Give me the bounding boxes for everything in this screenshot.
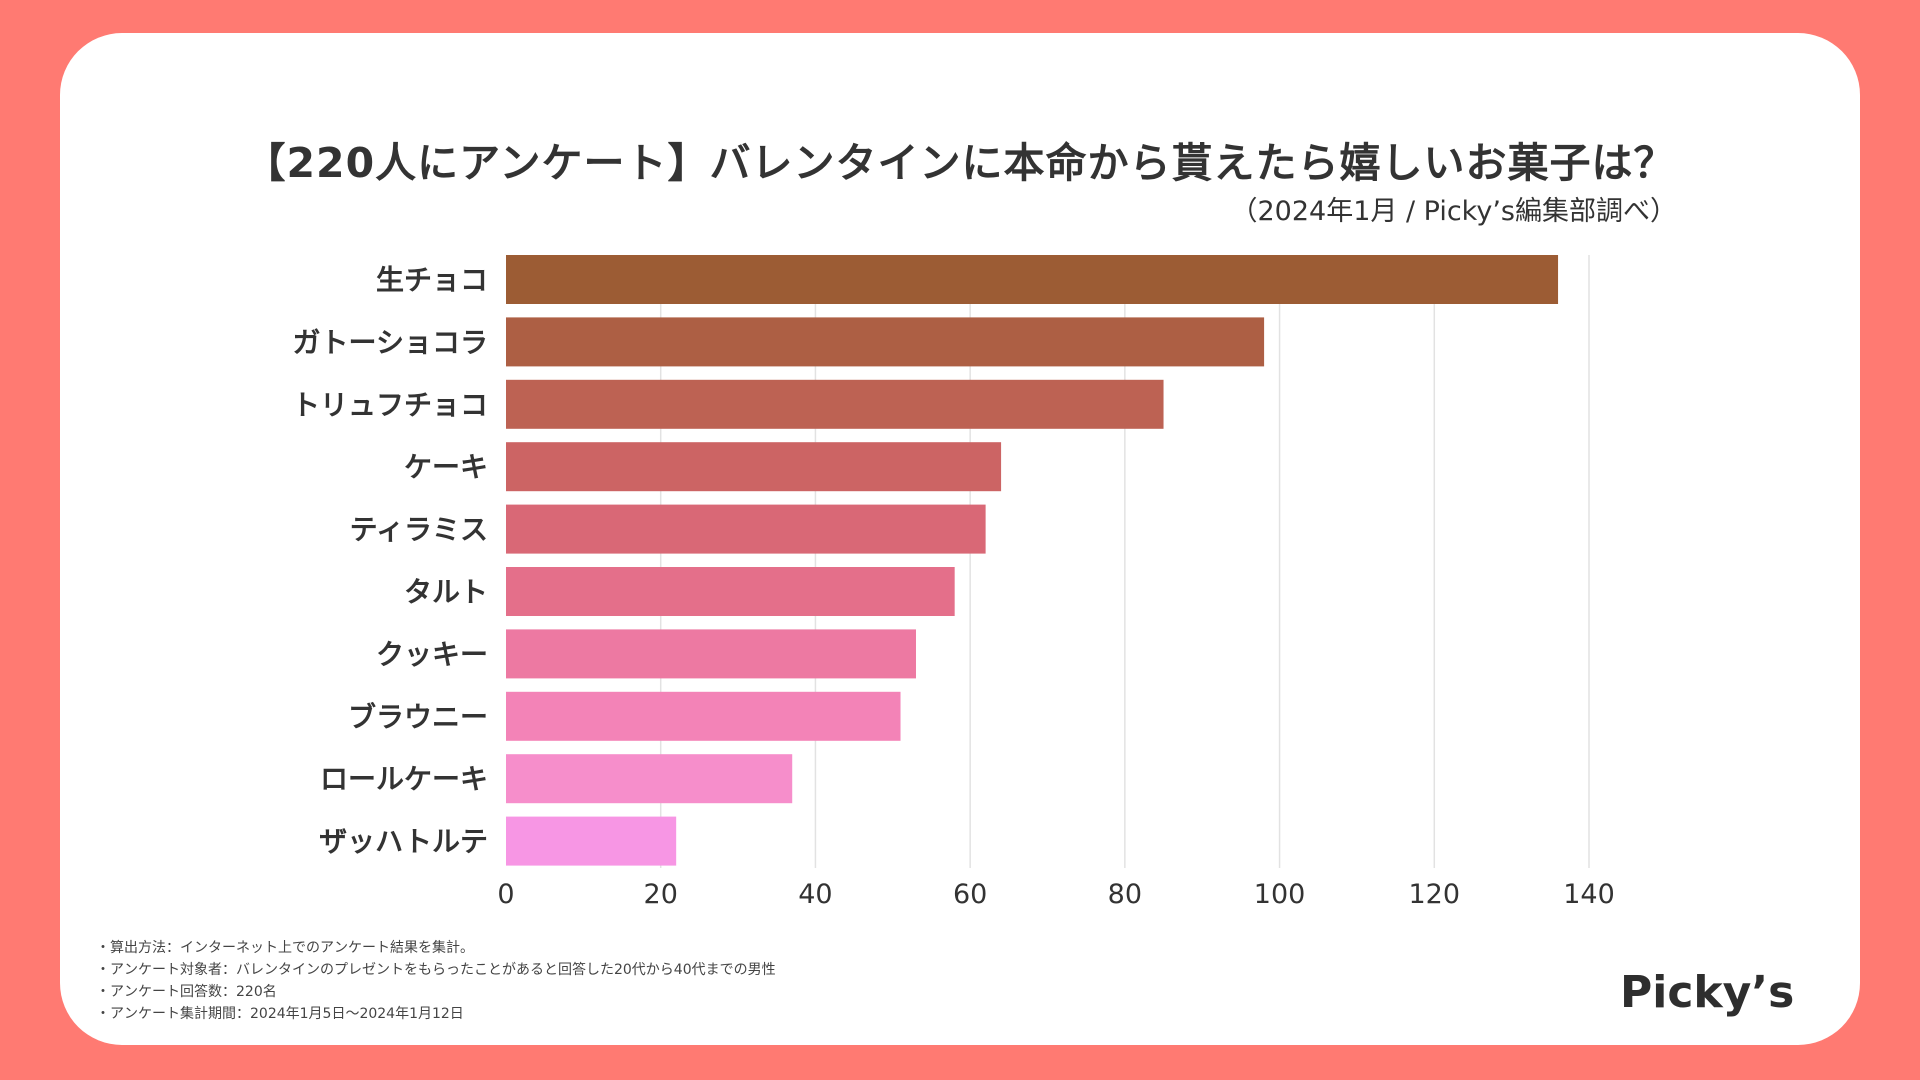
category-labels: 生チョコガトーショコラトリュフチョコケーキティラミスタルトクッキーブラウニーロー… [292,264,488,859]
bar-9 [506,754,793,804]
bar-chart: 生チョコガトーショコラトリュフチョコケーキティラミスタルトクッキーブラウニーロー… [292,255,1615,910]
bar-10 [506,816,677,866]
category-label: ザッハトルテ [319,825,488,858]
x-tick-label: 20 [644,879,678,910]
bar-3 [506,379,1164,429]
x-tick-label: 40 [798,879,832,910]
logo-text: Picky’s [1620,967,1794,1018]
note-count: ・アンケート回答数：220名 [96,984,277,1000]
bar-6 [506,567,955,616]
category-label: ロールケーキ [320,763,488,796]
x-tick-label: 60 [953,879,987,910]
category-label: 生チョコ [376,264,488,297]
x-tick-label: 140 [1563,879,1615,910]
x-tick-labels: 0 20 40 60 80 100 120 140 [497,879,1614,910]
bar-1 [506,255,1559,304]
x-tick-label: 80 [1108,879,1142,910]
bar-2 [506,317,1265,367]
x-tick-label: 100 [1254,879,1306,910]
bars [506,255,1559,866]
category-label: ケーキ [404,451,488,484]
pickys-logo: Picky’s [1620,967,1794,1018]
category-label: ティラミス [350,513,488,546]
x-tick-label: 0 [497,879,514,910]
bar-4 [506,442,1002,492]
chart-card: 【220人にアンケート】バレンタインに本命から貰えたら嬉しいお菓子は？ （202… [60,33,1860,1045]
bar-8 [506,691,901,741]
chart-title: 【220人にアンケート】バレンタインに本命から貰えたら嬉しいお菓子は？ [244,139,1676,187]
x-tick-label: 120 [1409,879,1461,910]
survey-notes: ・算出方法：インターネット上でのアンケート結果を集計。 ・アンケート対象者：バレ… [96,937,776,1025]
note-period: ・アンケート集計期間：2024年1月5日〜2024年1月12日 [96,1006,464,1022]
bar-5 [506,504,986,554]
category-label: トリュフチョコ [292,388,488,421]
category-label: タルト [404,576,488,609]
category-label: ブラウニー [348,700,488,733]
note-method: ・算出方法：インターネット上でのアンケート結果を集計。 [96,940,474,956]
category-label: クッキー [376,638,488,671]
category-label: ガトーショコラ [293,326,488,359]
bar-7 [506,629,916,679]
note-target: ・アンケート対象者：バレンタインのプレゼントをもらったことがあると回答した20代… [96,962,776,978]
chart-subtitle: （2024年1月 / Picky’s編集部調べ） [1230,196,1678,227]
